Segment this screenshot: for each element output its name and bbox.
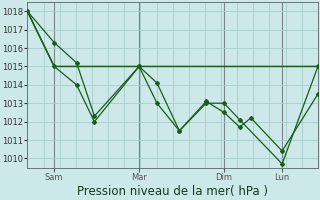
X-axis label: Pression niveau de la mer( hPa ): Pression niveau de la mer( hPa ) [77, 185, 268, 198]
